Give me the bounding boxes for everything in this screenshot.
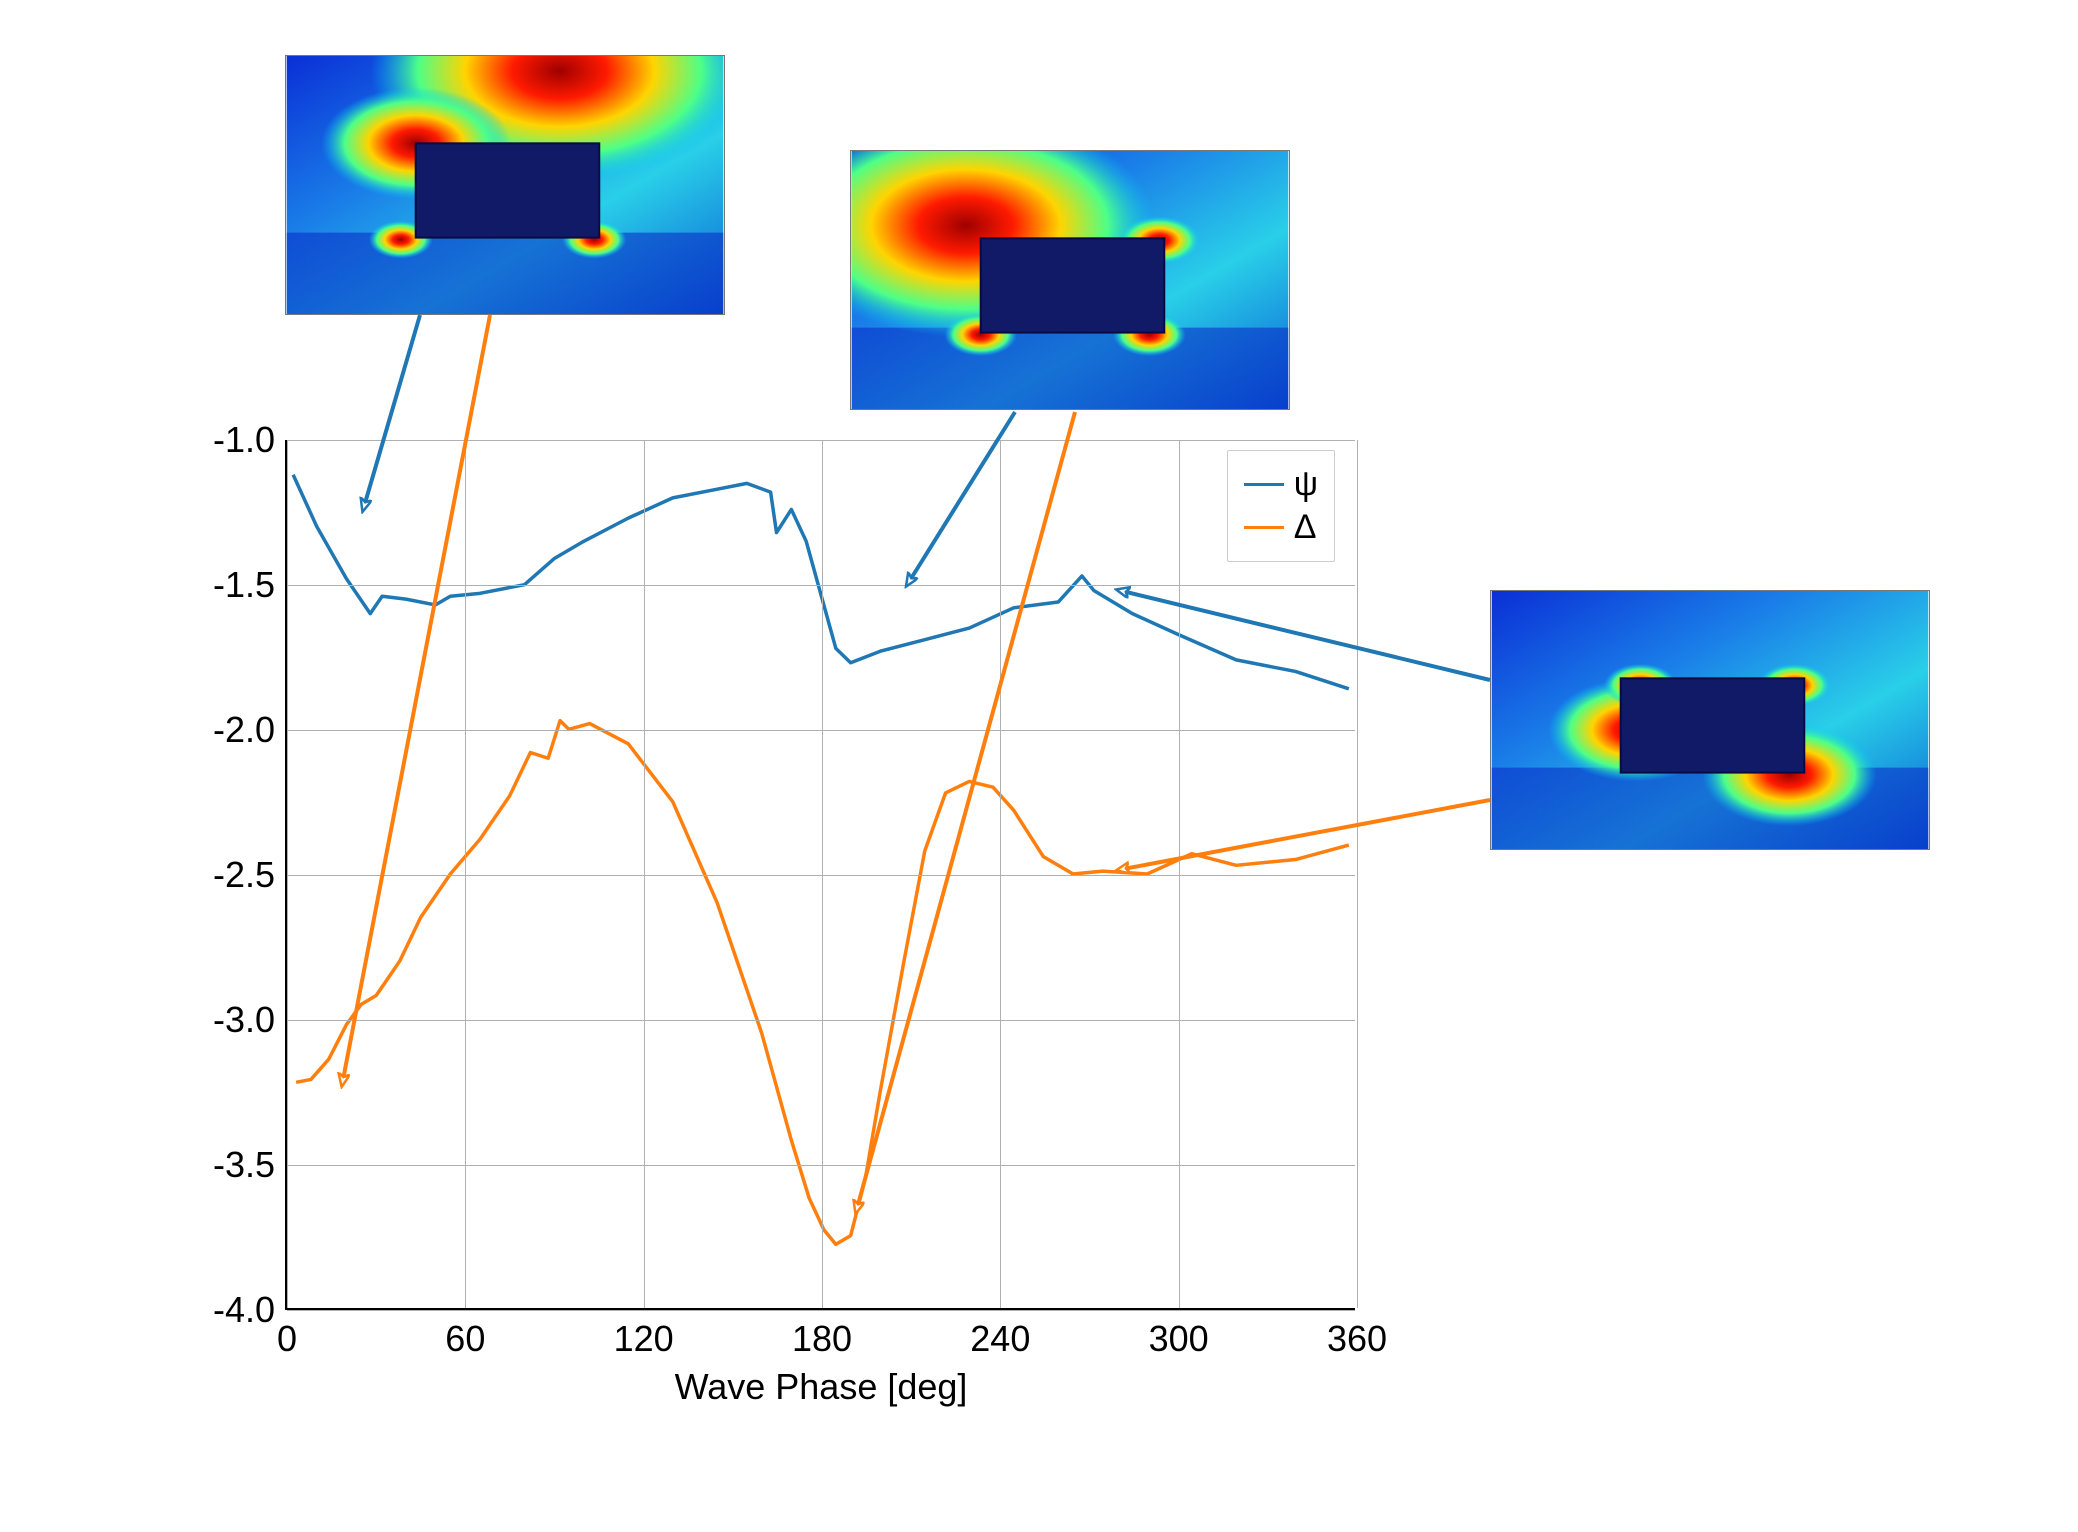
x-tick-label: 180 bbox=[792, 1318, 852, 1360]
gridline-horizontal bbox=[287, 1020, 1355, 1021]
gridline-vertical bbox=[287, 440, 288, 1308]
legend-swatch-psi bbox=[1244, 483, 1284, 487]
y-tick-label: -3.0 bbox=[213, 999, 275, 1041]
gridline-vertical bbox=[1000, 440, 1001, 1308]
x-tick-label: 0 bbox=[277, 1318, 297, 1360]
figure-container: ψ Δ Wave Phase [deg] Weighted percentage… bbox=[20, 20, 2078, 1512]
gridline-vertical bbox=[1357, 440, 1358, 1308]
plot-area: ψ Δ Wave Phase [deg] Weighted percentage… bbox=[285, 440, 1355, 1310]
legend: ψ Δ bbox=[1227, 450, 1335, 562]
y-tick-label: -2.0 bbox=[213, 709, 275, 751]
inset-heatmap-1 bbox=[285, 55, 725, 315]
gridline-vertical bbox=[644, 440, 645, 1308]
line-chart-svg bbox=[287, 440, 1355, 1308]
y-tick-label: -4.0 bbox=[213, 1289, 275, 1331]
gridline-horizontal bbox=[287, 730, 1355, 731]
y-tick-label: -2.5 bbox=[213, 854, 275, 896]
legend-swatch-delta bbox=[1244, 526, 1284, 530]
legend-label-delta: Δ bbox=[1294, 508, 1317, 547]
gridline-horizontal bbox=[287, 440, 1355, 441]
y-tick-label: -1.0 bbox=[213, 419, 275, 461]
gridline-vertical bbox=[1179, 440, 1180, 1308]
gridline-horizontal bbox=[287, 875, 1355, 876]
x-axis-label: Wave Phase [deg] bbox=[675, 1366, 968, 1408]
gridline-vertical bbox=[822, 440, 823, 1308]
x-tick-label: 240 bbox=[970, 1318, 1030, 1360]
legend-label-psi: ψ bbox=[1294, 465, 1318, 504]
gridline-vertical bbox=[465, 440, 466, 1308]
series-line-psi bbox=[293, 475, 1349, 689]
legend-item-delta: Δ bbox=[1244, 506, 1318, 549]
inset-heatmap-3 bbox=[1490, 590, 1930, 850]
x-tick-label: 60 bbox=[445, 1318, 485, 1360]
gridline-horizontal bbox=[287, 1165, 1355, 1166]
x-tick-label: 360 bbox=[1327, 1318, 1387, 1360]
inset-heatmap-2 bbox=[850, 150, 1290, 410]
gridline-horizontal bbox=[287, 585, 1355, 586]
x-tick-label: 120 bbox=[614, 1318, 674, 1360]
y-tick-label: -1.5 bbox=[213, 564, 275, 606]
y-tick-label: -3.5 bbox=[213, 1144, 275, 1186]
gridline-horizontal bbox=[287, 1310, 1355, 1311]
legend-item-psi: ψ bbox=[1244, 463, 1318, 506]
x-tick-label: 300 bbox=[1149, 1318, 1209, 1360]
